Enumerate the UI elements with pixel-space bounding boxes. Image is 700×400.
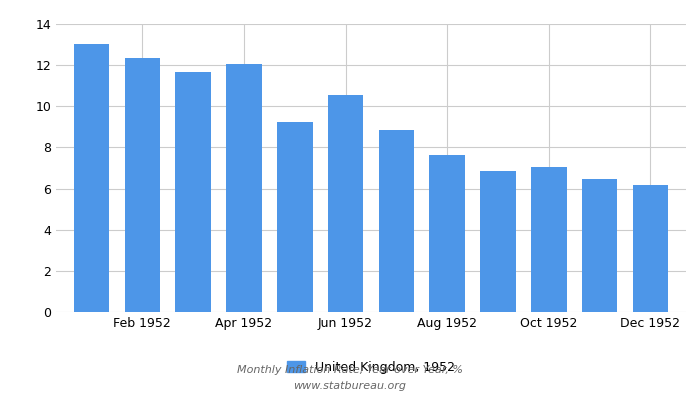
- Bar: [480, 171, 516, 312]
- Bar: [226, 64, 262, 312]
- Bar: [125, 58, 160, 312]
- Bar: [277, 122, 313, 312]
- Bar: [633, 186, 668, 312]
- Text: www.statbureau.org: www.statbureau.org: [293, 381, 407, 391]
- Bar: [328, 95, 363, 312]
- Bar: [176, 72, 211, 312]
- Bar: [582, 179, 617, 312]
- Bar: [74, 44, 109, 312]
- Bar: [429, 155, 465, 312]
- Text: Monthly Inflation Rate, Year over Year, %: Monthly Inflation Rate, Year over Year, …: [237, 365, 463, 375]
- Bar: [531, 167, 566, 312]
- Bar: [379, 130, 414, 312]
- Legend: United Kingdom, 1952: United Kingdom, 1952: [281, 356, 461, 379]
